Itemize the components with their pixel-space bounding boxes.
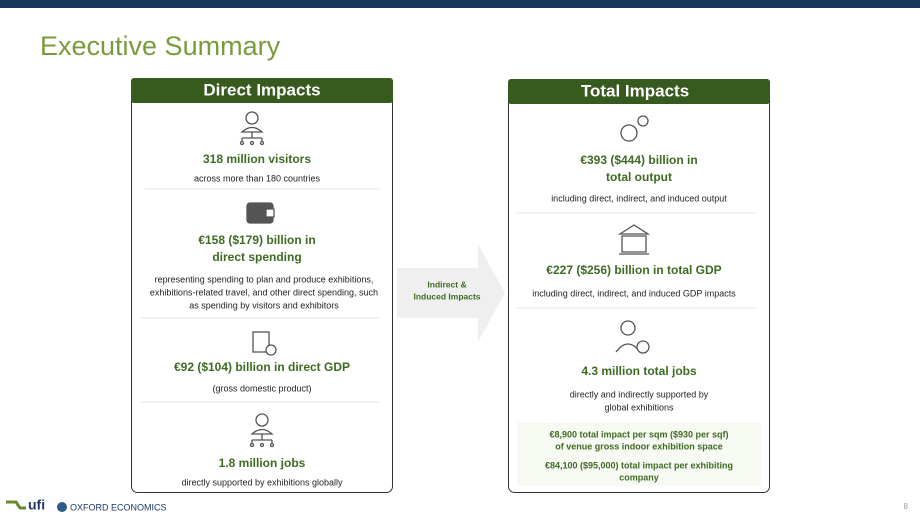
stat-heading: direct spending — [212, 250, 301, 264]
direct-panel-header — [131, 78, 393, 103]
stat-heading: total output — [606, 170, 672, 184]
panel-title: Total Impacts — [581, 81, 689, 100]
stat-heading: €227 ($256) billion in total GDP — [546, 263, 721, 277]
icon-worker — [615, 320, 650, 354]
icon-calculator — [252, 331, 277, 356]
icon-wallet — [246, 202, 275, 224]
page-number: 8 — [904, 502, 909, 511]
stat-heading: 1.8 million jobs — [219, 456, 306, 470]
arrow-label: Indirect & — [427, 279, 466, 289]
stat-description: as spending by visitors and exhibitors — [189, 300, 339, 310]
metrics-box — [517, 422, 761, 486]
icon-bank — [617, 224, 651, 255]
stat-heading: €393 ($444) billion in — [580, 153, 697, 167]
icon-visitors — [239, 111, 265, 146]
slide-title: Executive Summary — [40, 31, 281, 61]
arrow-label: Induced Impacts — [413, 291, 480, 301]
stat-description: across more than 180 countries — [194, 173, 321, 183]
stat-description: representing spending to plan and produc… — [155, 274, 374, 284]
ufi-mark — [6, 500, 26, 510]
oxford-mark — [57, 502, 67, 512]
icon-gears — [620, 115, 649, 142]
total-panel-header — [508, 79, 770, 104]
metric: €84,100 ($95,000) total impact per exhib… — [545, 460, 733, 470]
stat-description: (gross domestic product) — [212, 383, 311, 393]
ufi-logo: ufi — [28, 497, 45, 513]
icon-jobs — [249, 413, 275, 448]
panel-title: Direct Impacts — [203, 80, 320, 99]
stat-heading: €92 ($104) billion in direct GDP — [174, 360, 350, 374]
stat-heading: 318 million visitors — [203, 152, 311, 166]
oxford-logo: OXFORD ECONOMICS — [70, 502, 167, 512]
stat-description: including direct, indirect, and induced … — [532, 288, 736, 298]
stat-description: directly and indirectly supported by — [570, 389, 709, 399]
top-bar — [0, 0, 920, 8]
stat-description: directly supported by exhibitions global… — [181, 477, 343, 487]
stat-description: including direct, indirect, and induced … — [551, 193, 727, 203]
stat-heading: 4.3 million total jobs — [581, 364, 697, 378]
arrow — [397, 244, 505, 342]
stat-heading: €158 ($179) billion in — [198, 233, 315, 247]
stat-description: exhibitions-related travel, and other di… — [150, 287, 378, 297]
stat-description: global exhibitions — [604, 402, 674, 412]
metric: €8,900 total impact per sqm ($930 per sq… — [549, 429, 728, 439]
metric: company — [619, 472, 659, 482]
metric: of venue gross indoor exhibition space — [555, 441, 723, 451]
